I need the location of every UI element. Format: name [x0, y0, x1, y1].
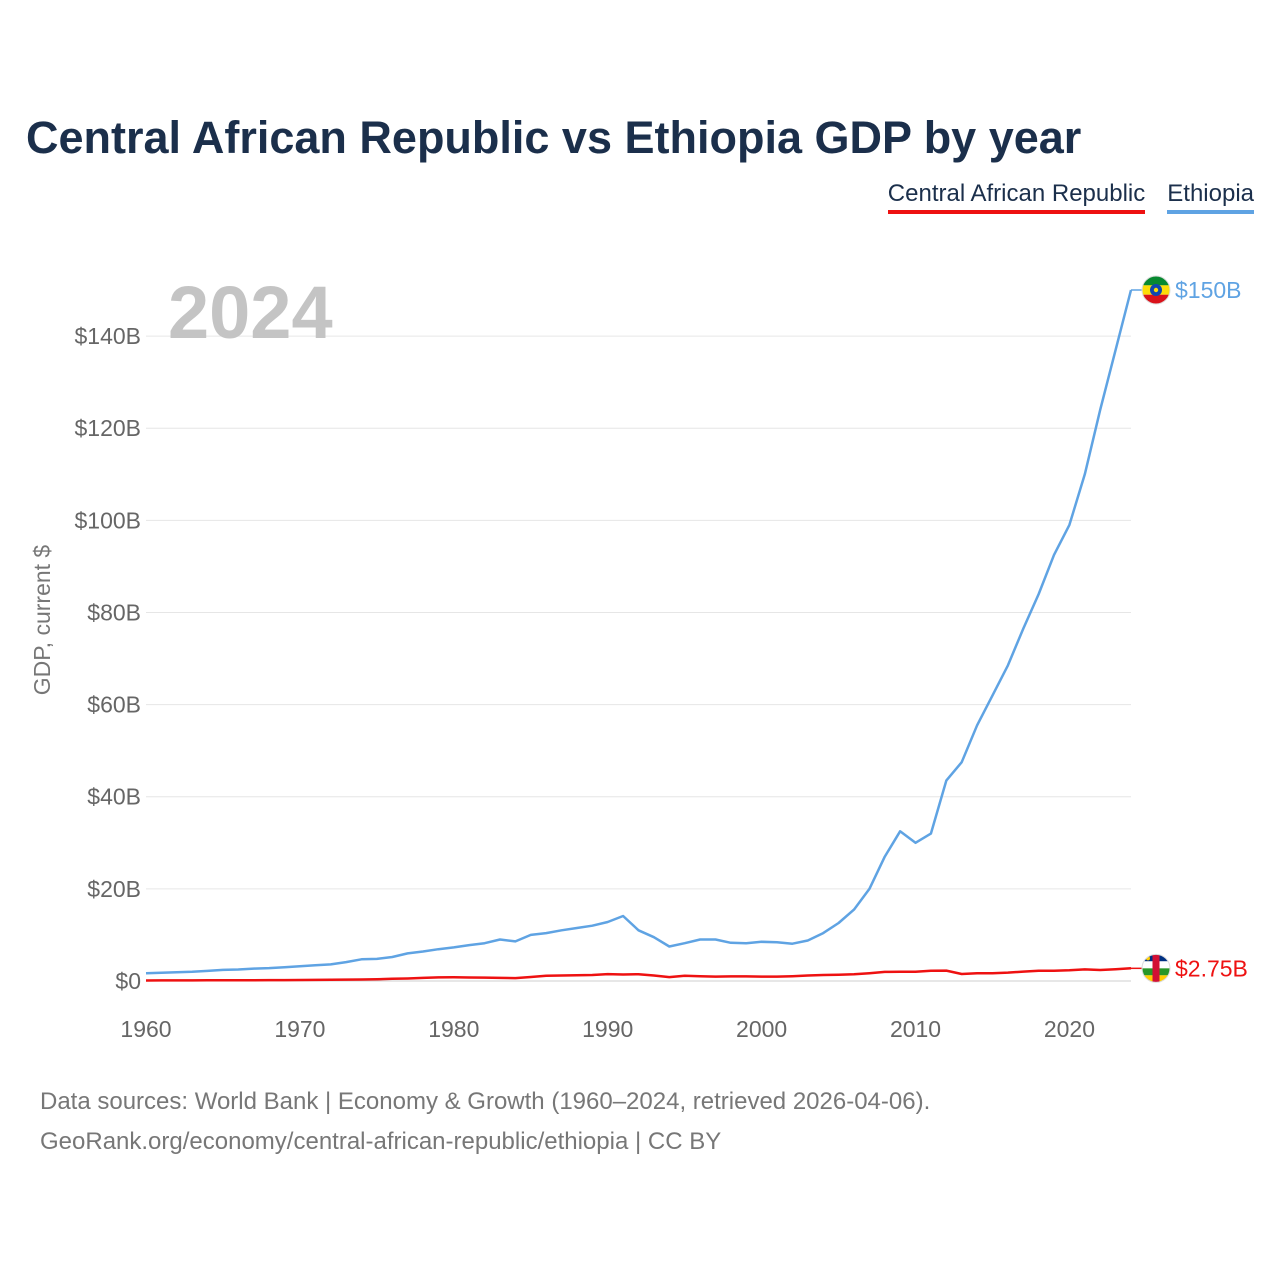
y-tick-label: $80B — [87, 599, 141, 625]
sources-line-2: GeoRank.org/economy/central-african-repu… — [40, 1128, 722, 1155]
gridlines — [146, 335, 1131, 982]
x-axis-ticks: 1960 1970 1980 1990 2000 2010 2020 — [120, 1016, 1095, 1042]
chart-title: Central African Republic vs Ethiopia GDP… — [26, 112, 1082, 163]
y-tick-label: $0 — [115, 968, 141, 994]
line-chart: 2024 GDP, current $ $0 $20B $40B $60B $80B $1… — [29, 271, 1248, 1042]
x-tick-label: 2010 — [890, 1016, 941, 1042]
year-label: 2024 — [168, 271, 333, 354]
y-tick-label: $20B — [87, 876, 141, 902]
x-tick-label: 2000 — [736, 1016, 787, 1042]
series-line-ethiopia — [145, 289, 1133, 975]
end-value-label-ethiopia: $150B — [1175, 277, 1242, 303]
x-tick-label: 1970 — [274, 1016, 325, 1042]
x-tick-label: 1980 — [428, 1016, 479, 1042]
x-tick-label: 1990 — [582, 1016, 633, 1042]
series-lines — [145, 289, 1133, 982]
legend-item-central-african-republic[interactable]: Central African Republic — [887, 180, 1146, 214]
ethiopia-flag-icon — [1141, 275, 1171, 305]
y-axis-ticks: $0 $20B $40B $60B $80B $100B $120B $140B — [74, 323, 141, 994]
legend: Central African Republic Ethiopia — [887, 180, 1254, 214]
y-axis-label: GDP, current $ — [29, 545, 55, 696]
series-line-central-african-republic — [145, 967, 1132, 982]
y-tick-label: $140B — [74, 323, 141, 349]
x-tick-label: 2020 — [1044, 1016, 1095, 1042]
sources-line-1: Data sources: World Bank | Economy & Gro… — [40, 1088, 931, 1115]
legend-item-ethiopia[interactable]: Ethiopia — [1167, 180, 1254, 214]
y-tick-label: $100B — [74, 507, 141, 533]
y-tick-label: $60B — [87, 692, 141, 718]
end-value-label-central-african-republic: $2.75B — [1175, 955, 1248, 981]
central-african-republic-flag-icon — [1141, 953, 1171, 983]
y-tick-label: $40B — [87, 784, 141, 810]
x-tick-label: 1960 — [120, 1016, 171, 1042]
y-tick-label: $120B — [74, 415, 141, 441]
data-sources: Data sources: World Bank | Economy & Gro… — [40, 1082, 930, 1162]
end-labels: $150B $2.75B — [1131, 275, 1248, 983]
